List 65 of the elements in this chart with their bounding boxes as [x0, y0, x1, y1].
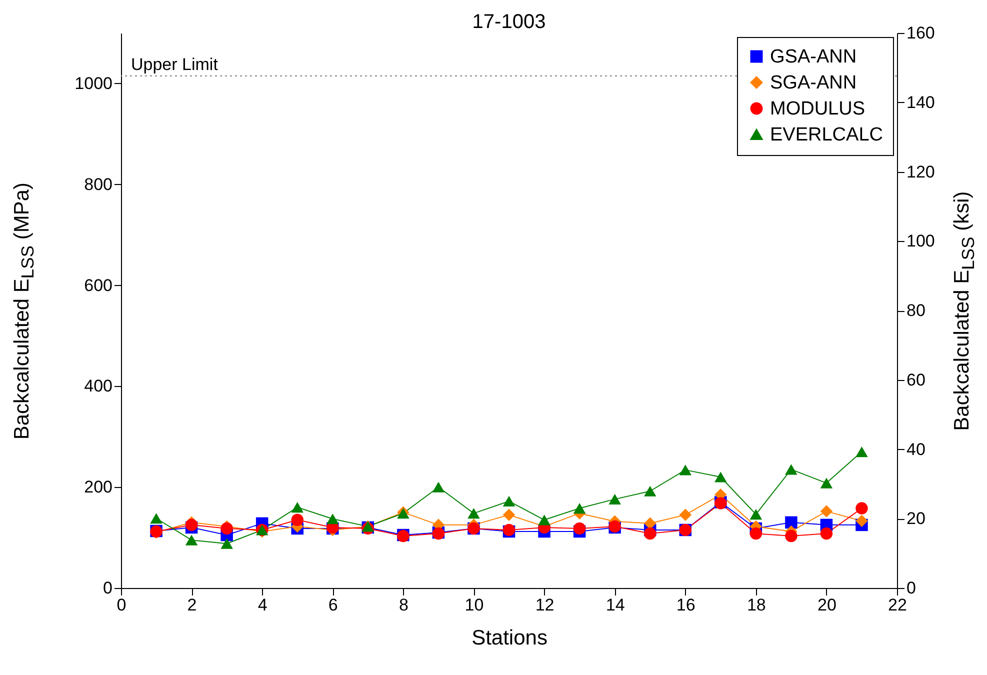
- y-tick-label: 400: [84, 376, 112, 396]
- x-tick-label: 2: [187, 596, 197, 614]
- point: [573, 502, 586, 514]
- legend-label: EVERLCALC: [770, 124, 883, 146]
- point: [785, 464, 798, 475]
- y2-tick-label: 60: [906, 370, 926, 390]
- x-tick-label: 10: [464, 596, 484, 614]
- point: [785, 516, 798, 529]
- y-tick-label: 600: [84, 276, 112, 295]
- point: [291, 502, 304, 513]
- x-axis-title: Stations: [472, 626, 548, 650]
- point: [468, 508, 480, 519]
- point: [785, 530, 798, 542]
- y2-tick-label: 100: [906, 232, 935, 251]
- y-tick-label: 800: [84, 174, 112, 194]
- point: [502, 508, 516, 521]
- point: [750, 509, 762, 520]
- y2-tick-label: 40: [906, 440, 926, 459]
- point: [185, 518, 198, 532]
- y2-tick-label: 80: [906, 301, 926, 320]
- legend-label: MODULUS: [770, 98, 866, 120]
- point: [644, 527, 656, 540]
- point: [220, 538, 233, 549]
- x-tick-label: 16: [676, 596, 696, 614]
- y2-tick-label: 140: [906, 92, 935, 112]
- point: [185, 534, 198, 546]
- x-tick-label: 20: [817, 596, 836, 614]
- point: [820, 505, 833, 518]
- y-tick-label: 1000: [74, 74, 112, 93]
- x-tick-label: 12: [535, 596, 554, 614]
- point: [432, 482, 445, 492]
- point: [714, 472, 727, 482]
- point: [502, 496, 516, 507]
- legend-label: SGA-ANN: [770, 72, 857, 94]
- point: [856, 446, 868, 458]
- point: [573, 522, 586, 535]
- chart-title: 17-1003: [472, 11, 546, 33]
- point: [750, 527, 762, 540]
- point: [644, 486, 656, 496]
- x-tick-label: 14: [606, 596, 625, 614]
- x-tick-label: 18: [746, 596, 766, 614]
- point: [820, 527, 833, 540]
- y2-tick-label: 120: [906, 162, 935, 182]
- y-tick-label: 200: [84, 478, 112, 497]
- x-tick-label: 0: [116, 596, 126, 614]
- y2-tick-label: 0: [906, 578, 916, 598]
- point: [326, 514, 339, 524]
- y2-tick-label: 20: [906, 509, 926, 528]
- y2-tick-label: 160: [906, 24, 935, 42]
- point: [291, 514, 304, 526]
- point: [856, 502, 868, 514]
- point: [820, 478, 833, 488]
- y-tick-label: 0: [103, 578, 112, 598]
- point: [679, 464, 692, 476]
- ref-line-label: Upper Limit: [131, 54, 218, 74]
- x-tick-label: 8: [398, 596, 408, 614]
- point: [679, 508, 692, 521]
- x-tick-label: 4: [258, 596, 268, 614]
- x-tick-label: 22: [888, 596, 907, 614]
- x-tick-label: 6: [328, 596, 338, 614]
- point: [856, 514, 868, 528]
- point: [538, 514, 550, 526]
- legend-label: GSA-ANN: [770, 46, 857, 68]
- point: [150, 513, 162, 524]
- point: [608, 494, 621, 505]
